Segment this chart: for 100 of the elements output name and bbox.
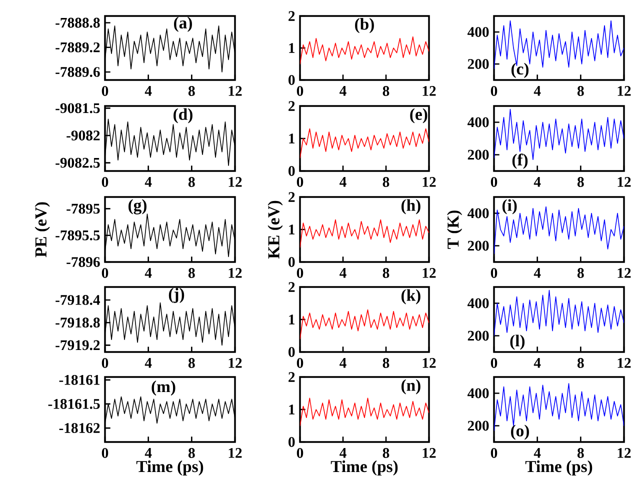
y-tick-label: -9082 bbox=[66, 130, 100, 140]
y-tick-label: 2 bbox=[288, 372, 295, 382]
x-tick-label: 12 bbox=[618, 358, 631, 368]
y-tick-label: 200 bbox=[468, 150, 489, 160]
line-series bbox=[300, 398, 430, 426]
y-axis-title: T (K) bbox=[447, 210, 462, 249]
x-tick-label: 4 bbox=[144, 177, 152, 187]
x-tick-label: 12 bbox=[228, 448, 242, 458]
x-tick-label: 0 bbox=[102, 448, 108, 458]
x-tick-label: 8 bbox=[577, 448, 584, 458]
x-tick-label: 12 bbox=[618, 177, 631, 187]
x-tick-label: 8 bbox=[382, 177, 390, 187]
y-tick-label: 0 bbox=[288, 166, 295, 176]
y-tick-label: 2 bbox=[288, 282, 295, 292]
x-tick-label: 4 bbox=[340, 268, 346, 278]
x-tick-label: 0 bbox=[102, 268, 108, 278]
x-tick-label: 8 bbox=[382, 358, 390, 368]
annotation: (f) bbox=[512, 154, 528, 169]
x-tick-label: 4 bbox=[340, 177, 346, 187]
y-tick-label: 400 bbox=[468, 208, 489, 218]
x-tick-label: 0 bbox=[102, 358, 108, 368]
y-tick-label: 400 bbox=[468, 298, 489, 308]
y-tick-label: -9082.5 bbox=[56, 158, 100, 168]
x-tick-label: 12 bbox=[422, 448, 436, 458]
y-tick-label: -7895.5 bbox=[56, 230, 100, 240]
x-tick-label: 0 bbox=[490, 86, 498, 96]
annotation: (i) bbox=[502, 199, 517, 214]
x-tick-label: 8 bbox=[382, 448, 390, 458]
y-tick-label: -18161 bbox=[59, 374, 100, 385]
y-tick-label: 400 bbox=[468, 27, 489, 37]
annotation: (o) bbox=[511, 424, 529, 440]
y-tick-label: -7919.2 bbox=[56, 340, 100, 350]
y-axis-title: KE (eV) bbox=[268, 200, 283, 259]
x-tick-label: 8 bbox=[188, 86, 195, 96]
x-tick-label: 8 bbox=[382, 86, 390, 96]
annotation: (a) bbox=[174, 16, 192, 32]
x-tick-label: 8 bbox=[188, 268, 195, 278]
y-tick-label: 400 bbox=[468, 388, 489, 398]
x-tick-label: 4 bbox=[534, 86, 541, 96]
y-tick-label: 2 bbox=[288, 11, 295, 21]
x-tick-label: 0 bbox=[102, 177, 108, 187]
y-tick-label: -7895 bbox=[66, 204, 100, 214]
x-axis-title: Time (ps) bbox=[525, 460, 592, 476]
annotation: (c) bbox=[511, 62, 529, 78]
x-tick-label: 12 bbox=[228, 86, 242, 96]
y-tick-label: -7896 bbox=[66, 257, 100, 267]
x-tick-label: 0 bbox=[296, 358, 304, 368]
x-tick-label: 0 bbox=[490, 177, 498, 187]
annotation: (d) bbox=[174, 108, 192, 124]
x-axis-title: Time (ps) bbox=[136, 460, 204, 476]
y-tick-label: 1 bbox=[289, 43, 295, 53]
y-tick-label: 1 bbox=[289, 224, 295, 234]
x-tick-label: 0 bbox=[490, 358, 498, 368]
y-tick-label: -7889.2 bbox=[56, 42, 100, 52]
x-tick-label: 0 bbox=[296, 86, 304, 96]
x-tick-label: 4 bbox=[144, 268, 152, 278]
x-tick-label: 8 bbox=[382, 268, 390, 278]
y-tick-label: 0 bbox=[288, 75, 295, 85]
y-tick-label: 200 bbox=[468, 330, 489, 341]
x-tick-label: 8 bbox=[577, 177, 584, 187]
y-tick-label: 200 bbox=[468, 59, 489, 69]
x-tick-label: 8 bbox=[188, 358, 195, 368]
annotation: (n) bbox=[401, 379, 420, 394]
y-tick-label: 400 bbox=[468, 117, 489, 128]
x-tick-label: 8 bbox=[188, 448, 195, 458]
x-tick-label: 8 bbox=[577, 358, 584, 368]
annotation: (e) bbox=[410, 108, 428, 124]
x-tick-label: 0 bbox=[296, 448, 304, 458]
y-tick-label: -7888.8 bbox=[56, 18, 100, 28]
x-axis-title: Time (ps) bbox=[330, 460, 398, 476]
x-tick-label: 4 bbox=[144, 358, 152, 368]
y-tick-label: 1 bbox=[289, 314, 295, 324]
y-tick-label: -7918.8 bbox=[56, 318, 100, 328]
y-tick-label: 1 bbox=[289, 404, 295, 414]
x-tick-label: 8 bbox=[577, 86, 584, 96]
x-tick-label: 0 bbox=[490, 268, 498, 278]
y-tick-label: 1 bbox=[289, 134, 295, 144]
x-tick-label: 4 bbox=[144, 448, 152, 458]
y-tick-label: -7918.4 bbox=[56, 295, 100, 305]
annotation: (k) bbox=[401, 289, 420, 304]
y-tick-label: -18162 bbox=[59, 423, 100, 433]
y-axis-title: PE (eV) bbox=[34, 202, 50, 258]
x-tick-label: 0 bbox=[490, 448, 498, 458]
x-tick-label: 12 bbox=[422, 86, 436, 96]
y-tick-label: 0 bbox=[288, 437, 295, 447]
y-tick-label: -9081.5 bbox=[56, 103, 100, 114]
annotation: (g) bbox=[128, 199, 146, 214]
x-tick-label: 12 bbox=[618, 268, 631, 278]
y-tick-label: 2 bbox=[288, 101, 295, 111]
y-tick-label: 2 bbox=[288, 192, 295, 202]
x-tick-label: 12 bbox=[618, 86, 631, 96]
x-tick-label: 8 bbox=[577, 268, 584, 278]
x-tick-label: 4 bbox=[534, 268, 541, 278]
x-tick-label: 4 bbox=[534, 177, 541, 187]
y-tick-label: -18161.5 bbox=[48, 398, 100, 409]
annotation: (m) bbox=[152, 380, 176, 396]
x-tick-label: 12 bbox=[422, 268, 436, 278]
x-tick-label: 4 bbox=[340, 86, 346, 96]
x-tick-label: 0 bbox=[296, 177, 304, 187]
line-series bbox=[300, 309, 430, 340]
